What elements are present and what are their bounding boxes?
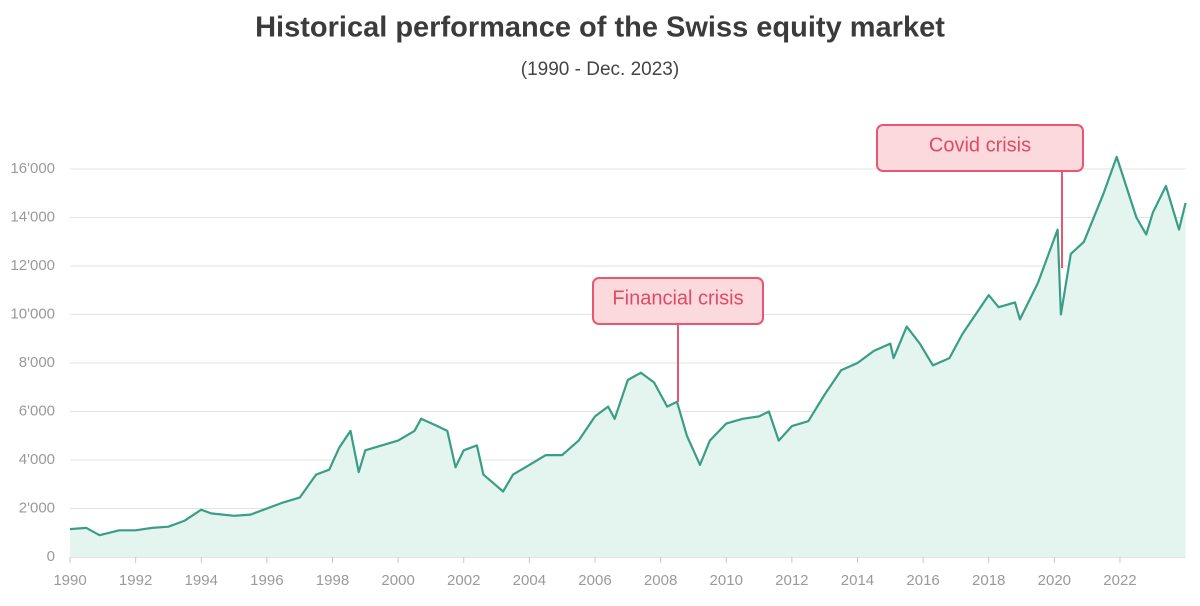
x-tick-label: 2002 [447, 572, 480, 589]
x-tick-label: 2014 [841, 572, 874, 589]
x-tick-label: 2012 [775, 572, 808, 589]
x-tick-label: 1996 [250, 572, 283, 589]
annotations: Financial crisis Covid crisis [592, 124, 1084, 402]
y-tick-label: 10'000 [10, 305, 55, 322]
y-tick-label: 0 [47, 548, 55, 565]
y-tick-label: 6'000 [19, 402, 55, 419]
line [69, 155, 1187, 537]
x-tick-label: 2020 [1038, 572, 1071, 589]
annotation-box [592, 277, 764, 325]
y-tick-label: 12'000 [10, 257, 55, 274]
x-tick-label: 2006 [578, 572, 611, 589]
y-tick-label: 8'000 [19, 354, 55, 371]
annotation-box [876, 124, 1084, 172]
x-tick-label: 2010 [710, 572, 743, 589]
x-tick-label: 1990 [53, 572, 86, 589]
annotation-text: Covid crisis [929, 134, 1031, 156]
x-tick-label: 1994 [185, 572, 218, 589]
x-tick-label: 2008 [644, 572, 677, 589]
x-tick-label: 2000 [381, 572, 414, 589]
y-tick-label: 2'000 [19, 499, 55, 516]
chart-title: Historical performance of the Swiss equi… [255, 12, 945, 44]
annotation-text: Financial crisis [612, 287, 743, 309]
x-tick-label: 2016 [906, 572, 939, 589]
y-tick-label: 16'000 [10, 160, 55, 177]
y-tick-label: 14'000 [10, 208, 55, 225]
x-tick-label: 1992 [119, 572, 152, 589]
x-tick-label: 2018 [972, 572, 1005, 589]
plot [69, 155, 1187, 557]
area-fill [70, 156, 1186, 557]
x-tick-label: 2022 [1103, 572, 1136, 589]
chart-subtitle: (1990 - Dec. 2023) [521, 59, 679, 80]
y-tick-label: 4'000 [19, 451, 55, 468]
x-tick-label: 2004 [513, 572, 546, 589]
x-tick-label: 1998 [316, 572, 349, 589]
